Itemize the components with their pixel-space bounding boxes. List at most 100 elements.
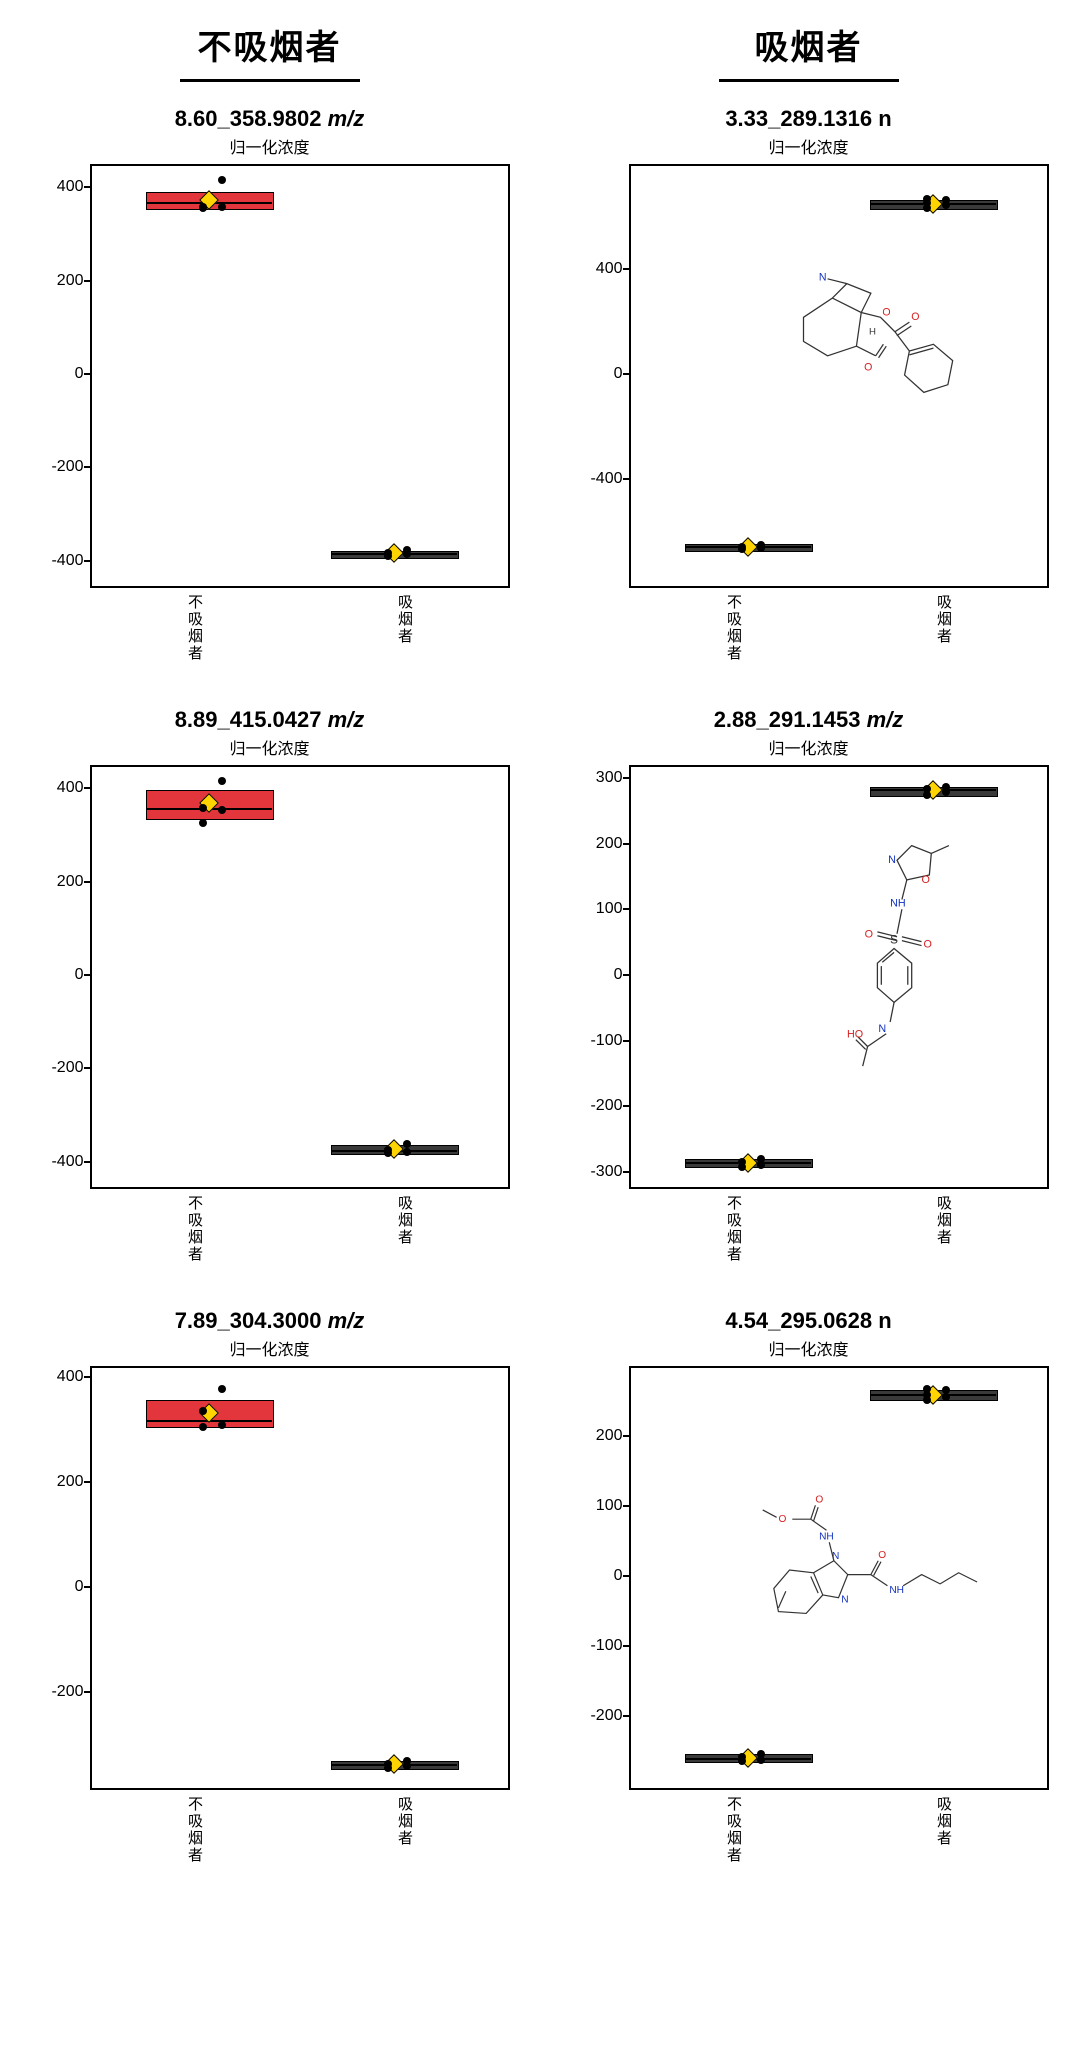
svg-text:O: O xyxy=(923,938,931,950)
column-headers: 不吸烟者 吸烟者 xyxy=(0,20,1078,106)
y-tick-label: 0 xyxy=(614,365,623,383)
data-point xyxy=(199,819,207,827)
boxplot-panel: 8.60_358.9802 m/z归一化浓度-400-2000200400不吸烟… xyxy=(30,106,510,667)
y-tick-label: -200 xyxy=(51,1059,83,1077)
figure-page: 不吸烟者 吸烟者 8.60_358.9802 m/z归一化浓度-400-2000… xyxy=(0,0,1078,1969)
y-tick-label: -200 xyxy=(51,458,83,476)
header-rule xyxy=(719,79,899,82)
panel-title: 7.89_304.3000 m/z xyxy=(30,1308,510,1334)
right-column: 3.33_289.1316 n归一化浓度-4000400 N O O O H 不… xyxy=(539,106,1078,1909)
data-point xyxy=(403,1148,411,1156)
data-point xyxy=(384,1760,392,1768)
y-tick-label: -300 xyxy=(590,1163,622,1181)
x-category-label: 吸烟者 xyxy=(300,1189,510,1268)
boxplot-panel: 3.33_289.1316 n归一化浓度-4000400 N O O O H 不… xyxy=(569,106,1049,667)
y-tick-label: 200 xyxy=(57,1473,84,1491)
data-point xyxy=(942,196,950,204)
x-axis: 不吸烟者吸烟者 xyxy=(90,1189,510,1268)
y-tick-label: 400 xyxy=(57,779,84,797)
panel-subtitle: 归一化浓度 xyxy=(30,134,510,158)
x-category-label: 不吸烟者 xyxy=(629,1189,839,1268)
plot-wrap: -200-1000100200 N N NH O O O xyxy=(569,1366,1049,1790)
boxplot-panel: 7.89_304.3000 m/z归一化浓度-2000200400不吸烟者吸烟者 xyxy=(30,1308,510,1869)
y-tick-label: -100 xyxy=(590,1032,622,1050)
data-point xyxy=(218,806,226,814)
data-point xyxy=(218,176,226,184)
svg-text:O: O xyxy=(911,312,919,324)
data-point xyxy=(403,1757,411,1765)
x-category-label: 吸烟者 xyxy=(300,588,510,667)
molecule-structure: N O O O H xyxy=(765,258,996,434)
data-point xyxy=(738,1158,746,1166)
plot-area xyxy=(90,164,510,588)
y-tick-label: 200 xyxy=(596,1427,623,1445)
data-point xyxy=(384,549,392,557)
plot-wrap: -400 0 400 N O O O H xyxy=(569,164,1049,588)
svg-text:N: N xyxy=(832,1551,839,1562)
left-column-header: 不吸烟者 xyxy=(0,20,539,106)
plot-area xyxy=(90,765,510,1189)
plot-wrap: -2000200400 xyxy=(30,1366,510,1790)
y-tick-label: 200 xyxy=(57,272,84,290)
svg-text:O: O xyxy=(815,1494,823,1505)
svg-text:HO: HO xyxy=(847,1028,863,1040)
y-axis: -2000200400 xyxy=(30,1366,90,1786)
plot-area: N O O O H xyxy=(629,164,1049,588)
svg-text:NH: NH xyxy=(889,1585,904,1596)
panel-subtitle: 归一化浓度 xyxy=(569,735,1049,759)
y-axis: -200-1000100200 xyxy=(569,1366,629,1786)
header-left-label: 不吸烟者 xyxy=(192,20,348,75)
x-category-label: 不吸烟者 xyxy=(90,1189,300,1268)
svg-text:S: S xyxy=(890,933,898,946)
panel-subtitle: 归一化浓度 xyxy=(30,735,510,759)
panel-subtitle: 归一化浓度 xyxy=(569,1336,1049,1360)
data-point xyxy=(757,1155,765,1163)
header-right-label: 吸烟者 xyxy=(749,20,869,75)
data-point xyxy=(199,203,207,211)
svg-text:NH: NH xyxy=(890,897,906,909)
panel-title: 8.89_415.0427 m/z xyxy=(30,707,510,733)
data-point xyxy=(403,546,411,554)
y-tick-label: -400 xyxy=(51,1153,83,1171)
svg-text:H: H xyxy=(869,327,876,338)
right-column-header: 吸烟者 xyxy=(539,20,1078,106)
y-tick-label: 100 xyxy=(596,900,623,918)
data-point xyxy=(923,195,931,203)
y-axis: -400 0 400 xyxy=(569,164,629,584)
panel-subtitle: 归一化浓度 xyxy=(30,1336,510,1360)
x-category-label: 不吸烟者 xyxy=(90,1790,300,1869)
x-category-label: 不吸烟者 xyxy=(629,588,839,667)
svg-text:O: O xyxy=(921,874,929,886)
svg-text:O: O xyxy=(878,1550,886,1561)
x-category-label: 吸烟者 xyxy=(839,588,1049,667)
y-tick-label: 0 xyxy=(75,966,84,984)
y-tick-label: 0 xyxy=(75,365,84,383)
panel-title: 4.54_295.0628 n xyxy=(569,1308,1049,1334)
data-point xyxy=(738,1753,746,1761)
panel-title: 8.60_358.9802 m/z xyxy=(30,106,510,132)
y-tick-label: -400 xyxy=(590,470,622,488)
data-point xyxy=(199,1423,207,1431)
y-tick-label: -400 xyxy=(51,552,83,570)
y-tick-label: 300 xyxy=(596,769,623,787)
data-point xyxy=(757,1750,765,1758)
data-point xyxy=(218,1385,226,1393)
data-point xyxy=(923,1385,931,1393)
y-tick-label: 100 xyxy=(596,1497,623,1515)
boxplot-panel: 2.88_291.1453 m/z归一化浓度-300-200-100010020… xyxy=(569,707,1049,1268)
header-rule xyxy=(180,79,360,82)
data-point xyxy=(942,1386,950,1394)
data-point xyxy=(199,804,207,812)
left-column: 8.60_358.9802 m/z归一化浓度-400-2000200400不吸烟… xyxy=(0,106,539,1909)
data-point xyxy=(942,783,950,791)
y-tick-label: 400 xyxy=(596,260,623,278)
data-point xyxy=(738,543,746,551)
svg-text:N: N xyxy=(841,1594,848,1605)
y-tick-label: 0 xyxy=(614,1567,623,1585)
panel-grid: 8.60_358.9802 m/z归一化浓度-400-2000200400不吸烟… xyxy=(0,106,1078,1909)
boxplot-panel: 8.89_415.0427 m/z归一化浓度-400-2000200400不吸烟… xyxy=(30,707,510,1268)
x-category-label: 吸烟者 xyxy=(839,1790,1049,1869)
plot-wrap: -400-2000200400 xyxy=(30,164,510,588)
plot-wrap: -300-200-1000100200300 N O NH S O O xyxy=(569,765,1049,1189)
svg-text:O: O xyxy=(882,307,890,319)
